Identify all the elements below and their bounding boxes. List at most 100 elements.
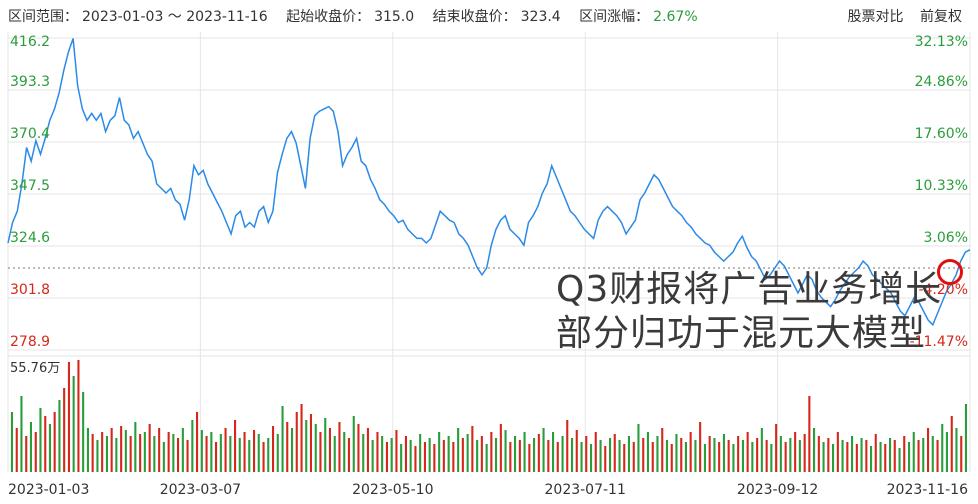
volume-bar (181, 428, 184, 472)
volume-bar (139, 434, 142, 472)
volume-bar (680, 438, 683, 472)
x-tick-label: 2023-11-16 (887, 482, 968, 498)
volume-bar (101, 432, 104, 472)
end-close-value: 323.4 (520, 9, 561, 25)
volume-bar (423, 442, 426, 472)
volume-bar (248, 440, 251, 472)
volume-bar (338, 422, 341, 472)
volume-bar (552, 432, 555, 472)
volume-bar (86, 428, 89, 472)
volume-bar (134, 422, 137, 472)
volume-bar (689, 432, 692, 472)
volume-bar (143, 432, 146, 472)
volume-bar (343, 432, 346, 472)
volume-bar (746, 432, 749, 472)
volume-bar (314, 424, 317, 472)
volume-bar (594, 432, 597, 472)
volume-bar (599, 440, 602, 472)
range-value: 2023-01-03 ～ 2023-11-16 (82, 9, 268, 25)
volume-bar (371, 440, 374, 472)
volume-bar (784, 442, 787, 472)
volume-bar (162, 442, 165, 472)
volume-bar (191, 420, 194, 472)
volume-bar (476, 440, 479, 472)
right-tick-label: -11.47% (910, 334, 968, 350)
volume-bar (58, 400, 61, 472)
forward-adjust-button[interactable]: 前复权 (920, 9, 962, 25)
volume-bar (200, 430, 203, 472)
volume-bar (172, 434, 175, 472)
volume-bar (148, 424, 151, 472)
volume-bar (257, 434, 260, 472)
volume-bar (855, 444, 858, 472)
volume-bar (324, 418, 327, 472)
volume-bar (941, 424, 944, 472)
start-close-label: 起始收盘价： (286, 9, 371, 25)
volume-bar (675, 434, 678, 472)
volume-bar (67, 362, 70, 472)
volume-bar (950, 416, 953, 472)
volume-bar (618, 440, 621, 472)
volume-bar (627, 436, 630, 472)
volume-bar (741, 440, 744, 472)
volume-bar (309, 414, 312, 472)
volume-bar (357, 424, 360, 472)
volume-bar (523, 432, 526, 472)
volume-bar (936, 440, 939, 472)
volume-bar (20, 396, 23, 472)
volume-bar (153, 436, 156, 472)
annotation-line-1: Q3财报将广告业务增长 (556, 269, 943, 310)
volume-bar (129, 436, 132, 472)
volume-bar (352, 416, 355, 472)
volume-bar (490, 432, 493, 472)
right-tick-label: 24.86% (915, 74, 968, 90)
x-tick-label: 2023-01-03 (8, 482, 89, 498)
right-tick-label: 17.60% (915, 126, 968, 142)
right-tick-label: 3.06% (924, 230, 968, 246)
volume-bar (428, 438, 431, 472)
volume-bar (542, 428, 545, 472)
volume-bar (964, 404, 967, 472)
volume-bar (699, 422, 702, 472)
volume-bar (945, 432, 948, 472)
volume-bar (827, 438, 830, 472)
volume-bar (533, 438, 536, 472)
volume-bar (836, 432, 839, 472)
volume-bar (72, 376, 75, 472)
volume-bar (15, 428, 18, 472)
stock-compare-button[interactable]: 股票对比 (847, 9, 904, 25)
volume-bar (333, 436, 336, 472)
x-tick-label: 2023-05-10 (352, 482, 433, 498)
volume-bar (96, 440, 99, 472)
volume-bar (29, 422, 32, 472)
volume-bar (732, 444, 735, 472)
volume-bar (390, 438, 393, 472)
volume-bar (927, 428, 930, 472)
volume-bar (684, 442, 687, 472)
left-tick-label: 416.2 (10, 34, 50, 50)
volume-bar (632, 442, 635, 472)
volume-bar (215, 442, 218, 472)
volume-bar (803, 434, 806, 472)
x-tick-label: 2023-09-12 (737, 482, 818, 498)
volume-bar (955, 428, 958, 472)
volume-bar (25, 436, 28, 472)
volume-bar (590, 444, 593, 472)
volume-bar (646, 432, 649, 472)
volume-bar (305, 420, 308, 472)
right-tick-label: 32.13% (915, 34, 968, 50)
volume-bar (613, 434, 616, 472)
left-tick-label: 347.5 (10, 178, 50, 194)
volume-bar (580, 442, 583, 472)
volume-bar (362, 434, 365, 472)
volume-bar (604, 446, 607, 472)
volume-bar (665, 440, 668, 472)
volume-bar (528, 444, 531, 472)
grid (7, 32, 971, 472)
volume-bar (485, 444, 488, 472)
volume-bar (561, 436, 564, 472)
volume-bar (514, 436, 517, 472)
volume-bar (243, 432, 246, 472)
volume-bar (376, 432, 379, 472)
volume-bar (884, 444, 887, 472)
